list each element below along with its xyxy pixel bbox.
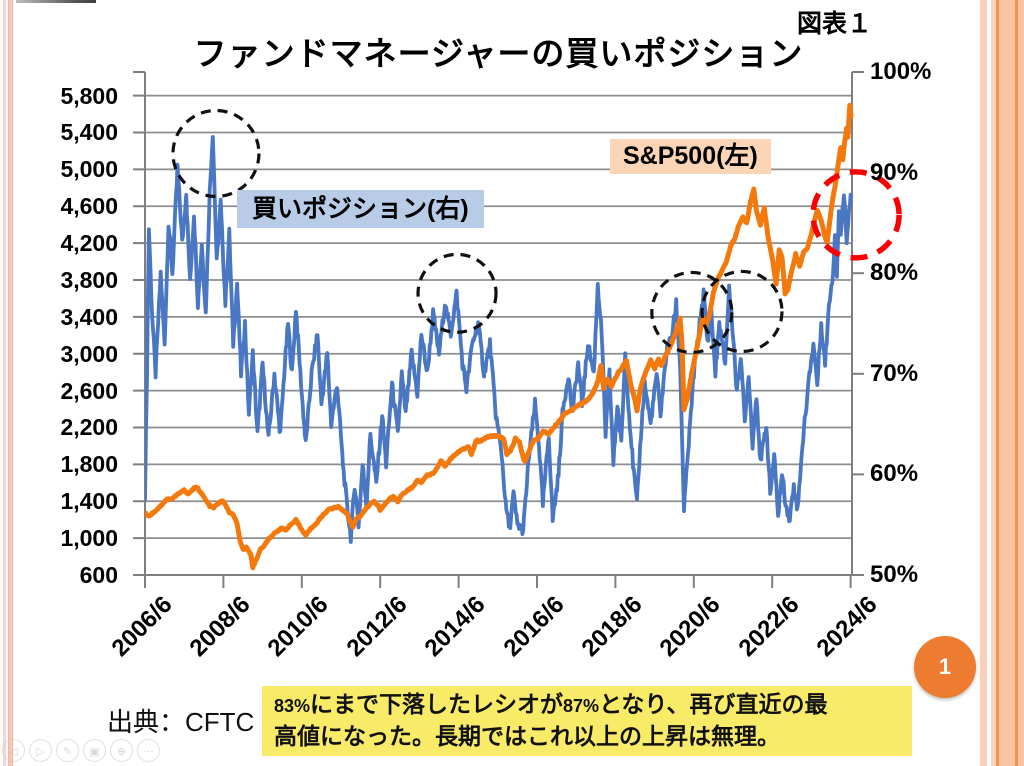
y-left-tick-label: 1,000 [60,525,118,552]
y-left-tick-label: 3,000 [60,340,118,367]
y-left-tick-label: 5,400 [60,119,118,146]
next-slide-icon[interactable]: ▷ [29,739,52,762]
y-right-tick-label: 50% [870,561,919,588]
y-right-tick-label: 70% [870,359,919,387]
note-line-2: 高値になった。長期ではこれ以上の上昇は無理。 [274,723,780,749]
more-options-icon[interactable]: ··· [137,739,160,762]
y-left-tick-label: 1,800 [60,451,118,478]
y-left-tick-label: 3,800 [60,266,118,293]
zoom-slide-icon[interactable]: ⊕ [110,739,133,762]
y-left-tick-label: 5,000 [60,156,118,183]
y-right-tick-label: 90% [870,158,919,186]
previous-slide-icon[interactable]: ◁ [2,739,25,762]
page-number-badge: 1 [914,636,976,698]
legend-buy-position: 買いポジション(右) [237,190,484,228]
note-line-1: 83%にまで下落したレシオが87%となり、再び直近の最 [274,691,828,717]
annotation-note: 83%にまで下落したレシオが87%となり、再び直近の最 高値になった。長期ではこ… [262,686,912,756]
y-left-tick-label: 1,400 [60,488,118,515]
window-edge-artifact [0,0,96,3]
pen-tools-icon[interactable]: ✎ [56,739,79,762]
chart-title: ファンドマネージャーの買いポジション [193,35,804,72]
y-left-tick-label: 600 [79,562,118,588]
y-left-tick-label: 2,200 [60,414,118,441]
y-left-tick-label: 4,200 [60,230,118,257]
all-slides-icon[interactable]: ▣ [83,739,106,762]
theme-stripe-left [0,0,16,766]
y-right-tick-label: 100% [870,58,932,85]
figure-number-label: 図表１ [797,10,873,38]
y-right-tick-label: 60% [870,460,919,488]
y-left-tick-label: 3,400 [60,303,118,330]
y-left-tick-label: 4,600 [60,193,118,220]
legend-sp500: S&P500(左) [610,139,771,174]
presenter-toolbar: ◁ ▷ ✎ ▣ ⊕ ··· [2,739,160,762]
y-left-tick-label: 2,600 [60,377,118,404]
theme-stripe-right [978,0,1024,766]
y-right-tick-label: 80% [870,259,919,287]
source-text: 出典：CFTC [107,707,255,737]
y-left-tick-label: 5,800 [60,82,118,109]
